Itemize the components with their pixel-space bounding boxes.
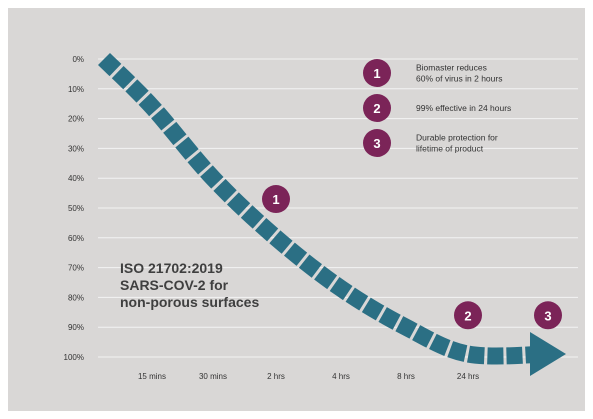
legend-text: Biomaster reduces bbox=[416, 63, 487, 73]
legend-text: Durable protection for bbox=[416, 133, 498, 143]
marker-badge bbox=[262, 185, 290, 214]
annotation-text: non-porous surfaces bbox=[120, 294, 259, 310]
y-tick-label: 90% bbox=[68, 323, 84, 332]
y-tick-label: 0% bbox=[72, 55, 84, 64]
y-tick-label: 20% bbox=[68, 115, 84, 124]
legend-badge-label: 1 bbox=[373, 66, 380, 81]
y-tick-label: 40% bbox=[68, 174, 84, 183]
legend-badge bbox=[363, 129, 391, 157]
marker-label: 1 bbox=[272, 192, 279, 207]
legend-text: 99% effective in 24 hours bbox=[416, 103, 511, 113]
legend-badge-label: 2 bbox=[373, 101, 380, 116]
chart-panel bbox=[8, 8, 585, 411]
marker-label: 2 bbox=[464, 308, 471, 323]
x-tick-label: 2 hrs bbox=[267, 372, 285, 381]
marker-label: 3 bbox=[544, 308, 551, 323]
y-tick-label: 100% bbox=[64, 353, 84, 362]
y-tick-label: 70% bbox=[68, 264, 84, 273]
series-line bbox=[98, 52, 549, 365]
x-tick-label: 15 mins bbox=[138, 372, 166, 381]
y-tick-label: 60% bbox=[68, 234, 84, 243]
x-tick-label: 30 mins bbox=[199, 372, 227, 381]
x-tick-label: 8 hrs bbox=[397, 372, 415, 381]
annotation-text: ISO 21702:2019 bbox=[120, 260, 223, 276]
y-tick-label: 80% bbox=[68, 293, 84, 302]
legend-badge bbox=[363, 94, 391, 122]
marker-badge bbox=[534, 301, 562, 330]
y-tick-label: 30% bbox=[68, 144, 84, 153]
x-tick-label: 4 hrs bbox=[332, 372, 350, 381]
legend-text: 60% of virus in 2 hours bbox=[416, 74, 502, 84]
y-tick-label: 10% bbox=[68, 85, 84, 94]
arrow-head bbox=[530, 332, 566, 377]
annotation-text: SARS-COV-2 for bbox=[120, 277, 229, 293]
legend-text: lifetime of product bbox=[416, 144, 484, 154]
y-tick-label: 50% bbox=[68, 204, 84, 213]
legend-badge-label: 3 bbox=[373, 136, 380, 151]
x-tick-label: 24 hrs bbox=[457, 372, 479, 381]
legend-badge bbox=[363, 59, 391, 87]
marker-badge bbox=[454, 301, 482, 330]
